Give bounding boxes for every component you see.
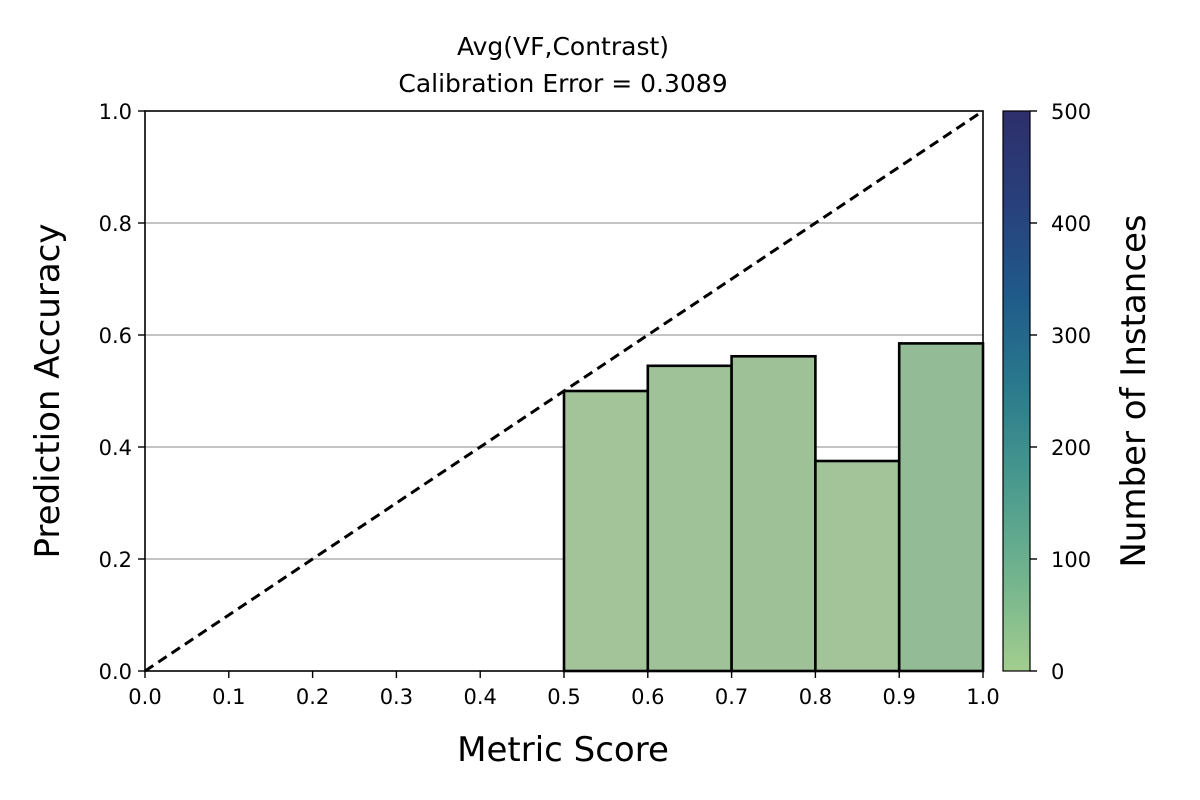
bar: [562, 389, 650, 673]
colorbar: [1002, 110, 1031, 672]
y-tick-label: 0.2: [99, 548, 132, 572]
chart-subtitle: Calibration Error = 0.3089: [398, 69, 727, 98]
colorbar-tick-label: 500: [1051, 100, 1091, 124]
x-tick-label: 1.0: [966, 685, 999, 709]
colorbar-tick-label: 100: [1051, 548, 1091, 572]
colorbar-tick-label: 0: [1051, 660, 1064, 684]
colorbar-ticks: 0 100 200 300 400 500: [1030, 100, 1091, 684]
x-tick-label: 0.1: [212, 685, 245, 709]
colorbar-tick-label: 200: [1051, 436, 1091, 460]
y-axis-label: Prediction Accuracy: [28, 224, 68, 559]
y-tick-label: 0.4: [99, 436, 132, 460]
y-tick-label: 0.6: [99, 324, 132, 348]
bar: [646, 364, 733, 673]
x-tick-label: 0.3: [380, 685, 413, 709]
x-tick-label: 0.5: [547, 685, 580, 709]
x-axis-label: Metric Score: [457, 730, 669, 770]
bar: [814, 459, 901, 673]
y-axis-ticks: 0.0 0.2 0.4 0.6 0.8 1.0: [99, 100, 145, 684]
x-tick-label: 0.7: [715, 685, 748, 709]
bar: [730, 354, 817, 673]
x-tick-label: 0.4: [463, 685, 496, 709]
colorbar-tick-label: 400: [1051, 212, 1091, 236]
x-axis-ticks: 0.0 0.1 0.2 0.3 0.4 0.5 0.6 0.7 0.8 0.9 1.0: [128, 671, 1000, 709]
x-tick-label: 0.6: [631, 685, 664, 709]
y-tick-label: 0.0: [99, 660, 132, 684]
x-tick-label: 0.8: [799, 685, 832, 709]
y-tick-label: 1.0: [99, 100, 132, 124]
perfect-calibration-line: [144, 109, 984, 673]
colorbar-label: Number of Instances: [1114, 214, 1154, 567]
x-tick-label: 0.0: [128, 685, 161, 709]
y-tick-label: 0.8: [99, 212, 132, 236]
bars: [562, 342, 985, 673]
x-tick-label: 0.2: [296, 685, 329, 709]
chart-title: Avg(VF,Contrast): [457, 32, 669, 61]
x-tick-label: 0.9: [882, 685, 915, 709]
bar: [897, 342, 985, 673]
colorbar-tick-label: 300: [1051, 324, 1091, 348]
